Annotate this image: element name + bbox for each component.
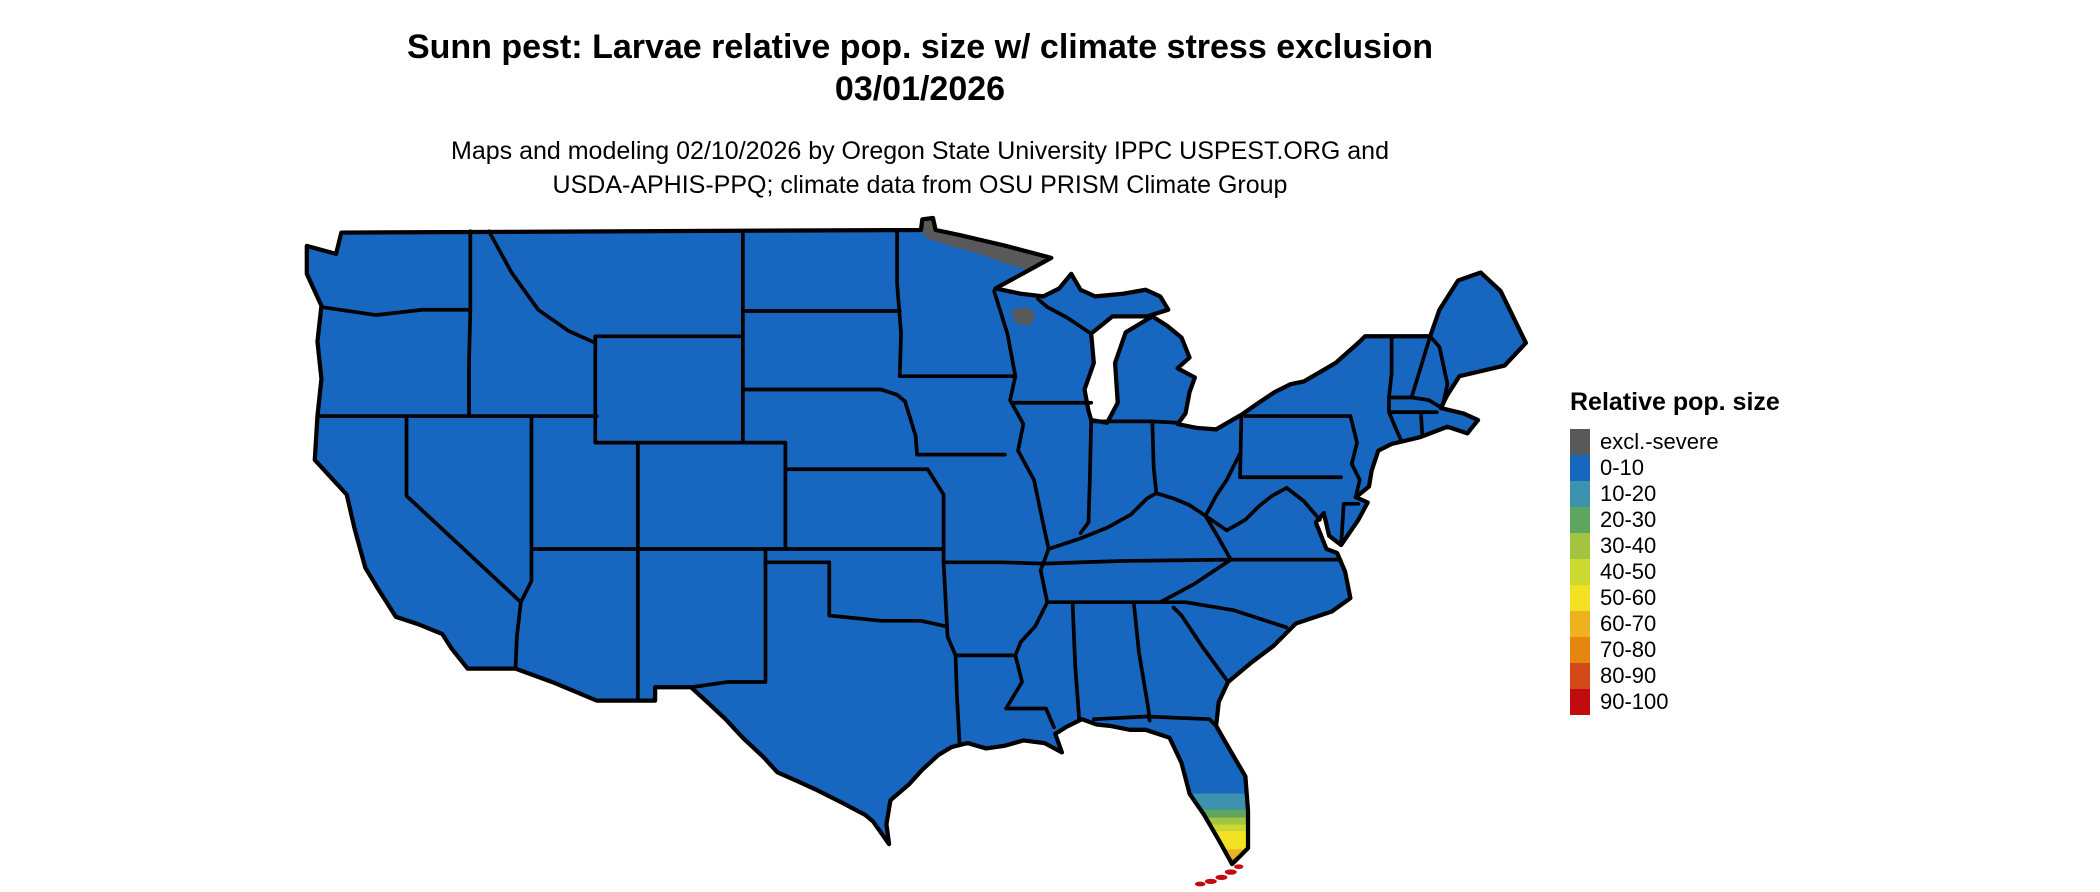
legend-item: 90-100 (1570, 689, 1780, 715)
overlay-florida-40-50 (1157, 824, 1254, 831)
legend-swatch (1570, 663, 1590, 689)
legend-item-label: 0-10 (1600, 455, 1645, 480)
legend-swatch (1570, 559, 1590, 585)
legend-swatch (1570, 429, 1590, 455)
overlay-excl-severe-wisconsin (1011, 307, 1036, 326)
legend-item: 80-90 (1570, 663, 1780, 689)
legend-items: excl.-severe 0-10 10-20 20-30 30-40 40-50 50-6… (1570, 429, 1780, 715)
legend-item: 10-20 (1570, 481, 1780, 507)
legend-item-label: 10-20 (1600, 481, 1657, 506)
legend-swatch (1570, 533, 1590, 559)
legend-item: 60-70 (1570, 611, 1780, 637)
legend-item: excl.-severe (1570, 429, 1780, 455)
legend-item-label: 20-30 (1600, 507, 1657, 532)
legend-item-label: 50-60 (1600, 585, 1657, 610)
overlay-florida-90-100 (1158, 873, 1254, 886)
map-subtitle: Maps and modeling 02/10/2026 by Oregon S… (0, 134, 1840, 202)
legend-swatch (1570, 611, 1590, 637)
legend-item: 30-40 (1570, 533, 1780, 559)
map-title-line1: Sunn pest: Larvae relative pop. size w/ … (406, 28, 1434, 66)
florida-keys-island (1215, 874, 1228, 881)
legend-item: 40-50 (1570, 559, 1780, 585)
legend-item: 0-10 (1570, 455, 1780, 481)
overlay-florida-10-20 (1157, 793, 1254, 810)
legend-swatch (1570, 637, 1590, 663)
legend-swatch (1570, 689, 1590, 715)
legend-item-label: excl.-severe (1600, 429, 1719, 454)
us-map (296, 214, 1546, 892)
florida-keys-island (1234, 864, 1244, 870)
us-outline (304, 215, 1529, 867)
map-subtitle-line1: Maps and modeling 02/10/2026 by Oregon S… (451, 137, 1389, 165)
state-borders (315, 229, 1450, 745)
legend-item-label: 40-50 (1600, 559, 1657, 584)
overlay-florida-50-60 (1157, 830, 1254, 850)
florida-keys-island (1194, 881, 1206, 887)
florida-keys-island (1204, 878, 1217, 885)
legend-title: Relative pop. size (1570, 388, 1780, 416)
florida-keys (1194, 864, 1244, 887)
legend-item: 50-60 (1570, 585, 1780, 611)
legend-swatch (1570, 507, 1590, 533)
legend-swatch (1570, 481, 1590, 507)
legend-swatch (1570, 455, 1590, 481)
legend-item-label: 80-90 (1600, 663, 1657, 688)
legend-item-label: 90-100 (1600, 689, 1669, 714)
florida-keys-island (1224, 869, 1237, 875)
overlay-excl-severe-minnesota (921, 217, 1052, 270)
legend-item: 20-30 (1570, 507, 1780, 533)
map-subtitle-line2: USDA-APHIS-PPQ; climate data from OSU PR… (552, 171, 1288, 199)
legend-item-label: 30-40 (1600, 533, 1657, 558)
legend-item-label: 70-80 (1600, 637, 1657, 662)
legend: Relative pop. size excl.-severe 0-10 10-20… (1570, 388, 1780, 715)
legend-swatch (1570, 585, 1590, 611)
map-header: Sunn pest: Larvae relative pop. size w/ … (0, 26, 1840, 202)
legend-item-label: 60-70 (1600, 611, 1657, 636)
us-landmass (306, 217, 1526, 865)
map-title-date: 03/01/2026 (834, 70, 1006, 108)
legend-item: 70-80 (1570, 637, 1780, 663)
